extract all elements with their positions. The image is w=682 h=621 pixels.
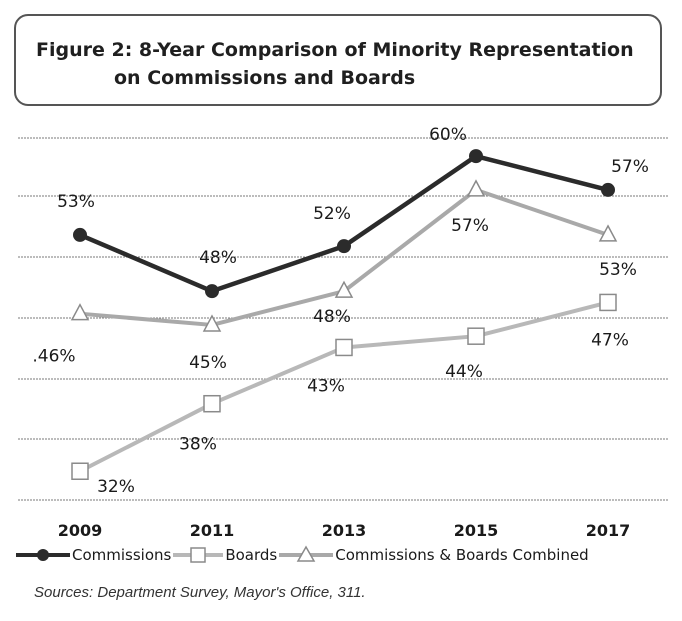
data-label-commissions-2013: 52% [313,204,351,224]
marker-combined-2011 [202,314,222,332]
data-label-boards-2017: 47% [591,330,629,350]
data-label-combined-2015: 57% [451,216,489,236]
marker-commissions-2009 [73,227,87,242]
chart-title: Figure 2: 8-Year Comparison of Minority … [36,36,646,92]
marker-combined-2015 [466,179,486,197]
data-label-boards-2009: 32% [97,477,135,497]
chart-title-line1: Figure 2: 8-Year Comparison of Minority … [36,39,634,61]
x-tick-label-2011: 2011 [190,521,235,540]
x-tick-label-2015: 2015 [454,521,499,540]
legend-item-commissions: Commissions [14,545,171,565]
legend-item-boards: Boards [171,545,277,565]
marker-boards-2015 [467,327,485,345]
marker-combined-2009 [70,303,90,321]
x-tick-label-2017: 2017 [586,521,631,540]
marker-commissions-2013 [337,239,351,254]
marker-commissions-2015 [469,149,483,164]
data-label-commissions-2011: 48% [199,248,237,268]
marker-boards-2013 [335,338,353,357]
legend-commissions-label: Commissions [72,546,172,564]
legend-combined-swatch [279,545,334,562]
series-markers [70,149,618,480]
legend-item-combined: Commissions & Boards Combined [277,545,589,565]
data-label-commissions-2017: 57% [611,157,649,177]
legend-boards-swatch [173,547,224,563]
x-axis-labels: 2009 2011 2013 2015 2017 [58,521,631,540]
marker-commissions-2017 [601,182,615,197]
marker-boards-2009 [71,462,89,480]
source-note: Sources: Department Survey, Mayor's Offi… [34,584,366,601]
legend-combined-label: Commissions & Boards Combined [335,546,589,564]
data-label-boards-2013: 43% [307,376,345,396]
marker-boards-2011 [203,394,221,413]
x-tick-label-2013: 2013 [322,521,367,540]
marker-combined-2017 [598,224,618,242]
legend-commissions-swatch [16,549,70,561]
marker-boards-2017 [599,293,617,312]
marker-combined-2013 [334,280,354,298]
data-label-boards-2011: 38% [179,435,217,455]
data-label-combined-2011: 45% [189,353,227,373]
data-label-combined-2013: 48% [313,307,351,327]
legend: Commissions Boards Commissions & Boards … [14,543,589,567]
data-label-commissions-2009: 53% [57,192,95,212]
data-label-combined-2009: .46% [32,347,75,367]
data-label-boards-2015: 44% [445,362,483,382]
chart-title-line2: on Commissions and Boards [114,67,416,89]
legend-boards-label: Boards [225,546,278,564]
x-tick-label-2009: 2009 [58,521,103,540]
marker-commissions-2011 [205,284,219,299]
data-label-commissions-2015: 60% [429,125,467,145]
data-label-combined-2017: 53% [599,260,637,280]
data-labels: 53% 48% 52% 60% 57% 32% 38% 43% 44% 47% .46% 45% 48%… [32,125,649,497]
chart-title-box: Figure 2: 8-Year Comparison of Minority … [14,14,662,106]
